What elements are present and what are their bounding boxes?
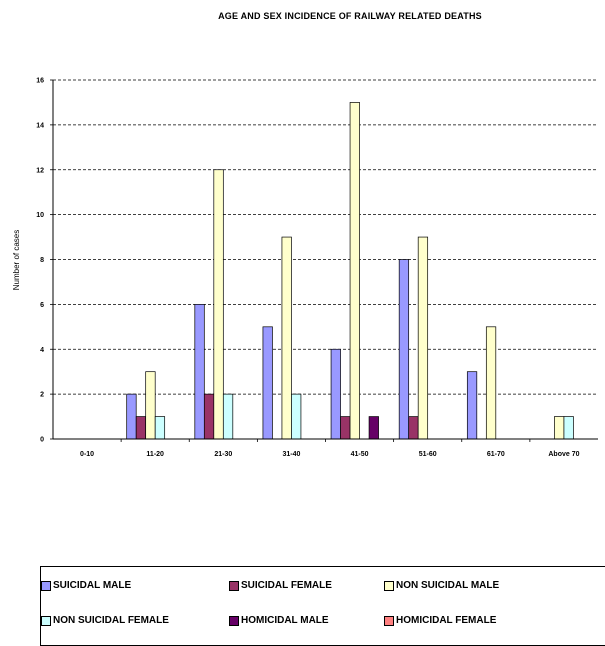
x-tick-label: 11-20 [146, 451, 164, 458]
legend-swatch [41, 580, 51, 591]
bar [563, 416, 574, 440]
bar [340, 416, 351, 440]
legend-item: SUICIDAL MALE [41, 580, 131, 591]
bar [203, 393, 215, 440]
bar [281, 236, 292, 440]
legend-item: HOMICIDAL MALE [229, 615, 329, 626]
y-tick-label: 0 [40, 437, 44, 444]
legend-item: NON SUICIDAL FEMALE [41, 615, 169, 626]
bar [213, 169, 224, 440]
y-tick-labels: 0 2 4 6 8 10 12 14 16 [36, 78, 44, 444]
y-tick-label: 8 [40, 257, 44, 264]
bar [145, 371, 156, 440]
gridlines [50, 79, 598, 440]
bar [330, 348, 341, 440]
y-tick-label: 16 [36, 78, 44, 85]
legend-item: NON SUICIDAL MALE [384, 580, 499, 591]
x-tick-label: 41-50 [351, 451, 369, 458]
legend: SUICIDAL MALE SUICIDAL FEMALE NON SUICIDAL… [40, 566, 605, 646]
legend-label: HOMICIDAL FEMALE [396, 615, 497, 626]
x-tick-label: 51-60 [419, 451, 437, 458]
bar [126, 393, 137, 440]
legend-swatch [384, 615, 394, 626]
legend-label: NON SUICIDAL MALE [396, 580, 500, 591]
x-tick-label: 0-10 [80, 451, 94, 458]
legend-swatch [229, 580, 239, 591]
y-axis-label: Number of cases [12, 230, 21, 290]
bars [126, 102, 574, 440]
bar [466, 371, 478, 440]
legend-swatch [41, 615, 51, 626]
bar [291, 393, 302, 440]
legend-label: HOMICIDAL MALE [241, 615, 329, 626]
legend-label: SUICIDAL MALE [53, 580, 132, 591]
bar [417, 236, 429, 440]
legend-label: SUICIDAL FEMALE [241, 580, 332, 591]
x-tick-labels: 0-10 11-20 21-30 31-40 41-50 51-60 61-70 Above … [80, 451, 580, 458]
y-tick-label: 12 [36, 167, 44, 174]
bar [222, 393, 234, 440]
legend-item: SUICIDAL FEMALE [229, 580, 332, 591]
bar [135, 416, 147, 440]
bar [368, 416, 379, 440]
x-tick-label: 21-30 [214, 451, 232, 458]
legend-swatch [229, 615, 239, 626]
bar [398, 259, 410, 440]
chart-title: AGE AND SEX INCIDENCE OF RAILWAY RELATED… [218, 11, 482, 21]
y-tick-label: 10 [36, 212, 44, 219]
bar [554, 416, 565, 440]
bar [408, 416, 419, 440]
y-tick-label: 14 [36, 122, 44, 129]
y-tick-label: 4 [40, 347, 44, 354]
bar [154, 416, 166, 440]
x-tick-label: 61-70 [487, 451, 505, 458]
legend-swatch [384, 580, 394, 591]
x-tick-label: Above 70 [548, 451, 579, 458]
legend-item: HOMICIDAL FEMALE [384, 615, 496, 626]
y-tick-label: 2 [40, 392, 44, 399]
x-tick-label: 31-40 [282, 451, 300, 458]
bar [262, 326, 273, 440]
bar-chart: 0 2 4 6 8 10 12 14 16 0-10 11-20 21-30 31-40 41-50 51… [12, 78, 598, 458]
bar [349, 102, 360, 440]
y-tick-label: 6 [40, 302, 44, 309]
axes [52, 80, 598, 442]
bar [485, 326, 497, 440]
bar [194, 304, 205, 440]
legend-label: NON SUICIDAL FEMALE [53, 615, 169, 626]
